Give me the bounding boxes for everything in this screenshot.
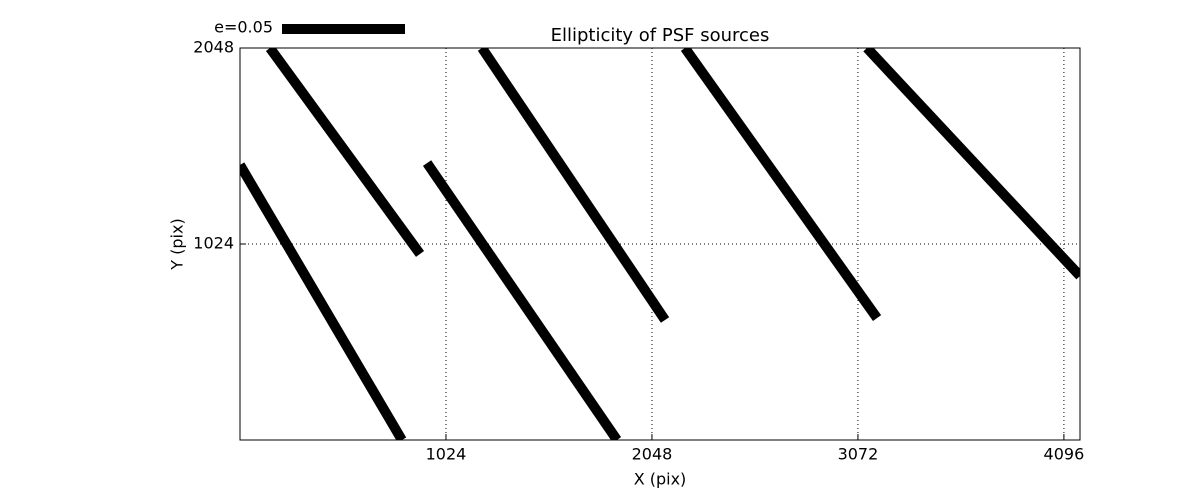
x-tick-label: 3072	[838, 445, 879, 464]
whisker	[240, 162, 407, 440]
whisker	[680, 48, 882, 321]
whisker	[477, 48, 670, 323]
plot-frame	[239, 47, 1081, 441]
y-axis-label: Y (pix)	[168, 218, 187, 270]
x-tick-label: 4096	[1044, 445, 1085, 464]
legend-label: e=0.05	[214, 18, 273, 37]
y-tick-label: 1024	[193, 234, 234, 253]
y-tick-label: 2048	[193, 38, 234, 57]
chart-title: Ellipticity of PSF sources	[551, 25, 770, 46]
x-tick-label: 2048	[632, 445, 673, 464]
x-tick-label: 1024	[426, 445, 467, 464]
whisker	[422, 160, 622, 440]
x-axis-label: X (pix)	[634, 470, 687, 489]
whisker	[863, 48, 1080, 280]
plot-area	[240, 48, 1080, 440]
whisker	[265, 48, 425, 257]
